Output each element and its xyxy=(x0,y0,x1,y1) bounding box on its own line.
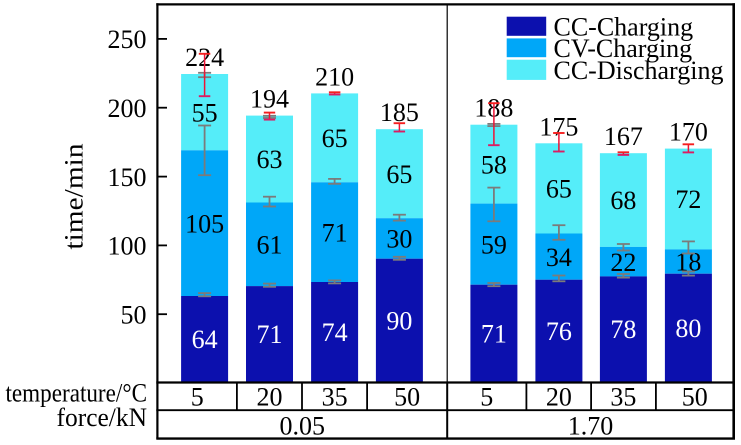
svg-text:34: 34 xyxy=(546,243,572,272)
svg-text:65: 65 xyxy=(322,124,348,153)
svg-text:210: 210 xyxy=(315,62,354,91)
svg-text:22: 22 xyxy=(610,248,636,277)
svg-text:time/min: time/min xyxy=(60,144,89,250)
svg-text:20: 20 xyxy=(546,383,572,412)
svg-text:50: 50 xyxy=(682,383,708,412)
svg-text:78: 78 xyxy=(610,315,636,344)
svg-text:0.05: 0.05 xyxy=(280,412,326,441)
svg-text:59: 59 xyxy=(481,230,507,259)
svg-text:35: 35 xyxy=(610,383,636,412)
svg-text:58: 58 xyxy=(481,150,507,179)
svg-text:170: 170 xyxy=(669,118,708,147)
svg-text:61: 61 xyxy=(257,231,283,260)
svg-text:100: 100 xyxy=(108,232,147,261)
svg-text:167: 167 xyxy=(604,122,643,151)
svg-text:20: 20 xyxy=(257,383,283,412)
svg-text:64: 64 xyxy=(192,325,218,354)
svg-text:CV-Charging: CV-Charging xyxy=(554,34,693,63)
svg-text:74: 74 xyxy=(322,318,348,347)
svg-text:68: 68 xyxy=(610,186,636,215)
svg-text:71: 71 xyxy=(322,218,348,247)
svg-text:CC-Discharging: CC-Discharging xyxy=(554,56,724,85)
svg-text:50: 50 xyxy=(121,300,147,329)
svg-text:force/kN: force/kN xyxy=(57,403,148,432)
svg-text:105: 105 xyxy=(185,209,224,238)
svg-text:194: 194 xyxy=(250,85,289,114)
svg-text:250: 250 xyxy=(108,25,147,54)
svg-text:5: 5 xyxy=(191,383,204,412)
svg-text:temperature/°C: temperature/°C xyxy=(6,379,148,408)
svg-text:55: 55 xyxy=(192,98,218,127)
svg-text:72: 72 xyxy=(675,185,701,214)
svg-text:90: 90 xyxy=(386,306,412,335)
svg-text:150: 150 xyxy=(108,163,147,192)
svg-text:65: 65 xyxy=(386,160,412,189)
svg-text:200: 200 xyxy=(108,94,147,123)
svg-text:CC-Charging: CC-Charging xyxy=(554,12,694,41)
svg-text:71: 71 xyxy=(257,320,283,349)
svg-text:35: 35 xyxy=(322,383,348,412)
svg-text:1.70: 1.70 xyxy=(568,412,614,441)
svg-text:5: 5 xyxy=(480,383,493,412)
svg-text:30: 30 xyxy=(386,225,412,254)
svg-text:65: 65 xyxy=(546,175,572,204)
svg-text:63: 63 xyxy=(257,145,283,174)
svg-text:50: 50 xyxy=(394,383,420,412)
svg-text:71: 71 xyxy=(481,319,507,348)
svg-text:80: 80 xyxy=(675,314,701,343)
svg-text:76: 76 xyxy=(546,317,572,346)
